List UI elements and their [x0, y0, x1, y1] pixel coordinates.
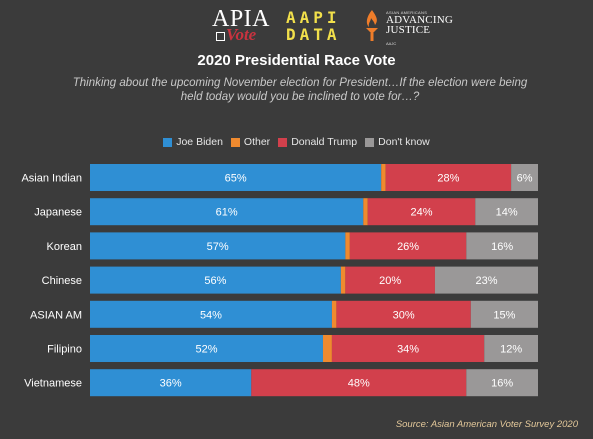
- bar-segment: [90, 232, 346, 260]
- bar-segment: [336, 300, 471, 328]
- bar-segment: [251, 369, 467, 397]
- data-label: 54%: [200, 309, 222, 321]
- category-label: Asian Indian: [21, 173, 82, 185]
- data-label: 14%: [496, 207, 518, 219]
- bar-segment: [381, 164, 386, 191]
- aaj-logo-name: ADVANCING JUSTICE: [386, 14, 453, 36]
- bar-segment: [363, 198, 368, 226]
- bar-segment: [470, 300, 538, 328]
- bar-segment: [484, 335, 538, 362]
- legend-label: Joe Biden: [176, 136, 223, 148]
- data-label: 20%: [379, 275, 401, 287]
- bar-row: Chinese 56% 20% 23%: [42, 266, 538, 294]
- legend-item: Joe Biden: [163, 136, 223, 148]
- data-label: 28%: [437, 173, 459, 185]
- data-label: 24%: [411, 207, 433, 219]
- bar-segment: [349, 232, 467, 260]
- data-label: 23%: [475, 275, 497, 287]
- bar-row: Korean 57% 26% 16%: [47, 232, 538, 260]
- legend-item: Don't know: [365, 136, 430, 148]
- bar-segment: [345, 232, 350, 260]
- data-label: 26%: [397, 241, 419, 253]
- data-label: 16%: [491, 378, 513, 390]
- bar-segment: [434, 266, 538, 294]
- data-label: 12%: [500, 344, 522, 356]
- chart-subtitle: Thinking about the upcoming November ele…: [72, 77, 528, 103]
- legend-label: Don't know: [378, 136, 430, 148]
- bar-segment: [90, 266, 341, 294]
- aaj-logo-small-text: ASIAN AMERICANS: [386, 10, 428, 15]
- bar-segment: [90, 300, 332, 328]
- bar-segment: [331, 335, 485, 362]
- category-label: Chinese: [42, 275, 82, 287]
- bar-segment: [340, 266, 346, 294]
- bar-row: Vietnamese 36% 48% 16%: [24, 369, 538, 397]
- category-label: Korean: [47, 241, 82, 253]
- category-label: Japanese: [34, 207, 82, 219]
- source-note: Source: Asian American Voter Survey 2020: [395, 419, 578, 430]
- aaj-logo: ASIAN AMERICANS ADVANCING JUSTICE AAJC: [362, 6, 472, 48]
- apia-vote-logo: APIA Vote: [212, 6, 272, 44]
- bar-segment: [385, 164, 512, 191]
- legend-label: Other: [243, 136, 271, 148]
- legend-item: Donald Trump: [278, 136, 357, 148]
- bar-segment: [322, 335, 332, 362]
- legend-label: Donald Trump: [291, 136, 358, 148]
- legend-swatch: [230, 137, 240, 147]
- data-label: 34%: [397, 344, 419, 356]
- legend-swatch: [278, 137, 288, 147]
- bar-segment: [90, 369, 252, 397]
- bar-segment: [466, 369, 538, 397]
- data-label: 30%: [393, 309, 415, 321]
- data-label: 57%: [207, 241, 229, 253]
- bar-segment: [367, 198, 476, 226]
- bar-segment: [331, 300, 337, 328]
- bar-row: Japanese 61% 24% 14%: [34, 198, 538, 226]
- category-label: Vietnamese: [24, 378, 82, 390]
- data-label: 36%: [160, 378, 182, 390]
- aapi-logo-line1: AAPI: [286, 8, 341, 27]
- data-label: 56%: [204, 275, 226, 287]
- legend-item: Other: [230, 136, 271, 148]
- bar-segment: [90, 198, 364, 226]
- aapi-data-logo: AAPI DATA: [286, 9, 352, 45]
- bar-segment: [90, 164, 382, 191]
- bar-segment: [345, 266, 435, 294]
- data-label: 6%: [517, 173, 533, 185]
- data-label: 16%: [491, 241, 513, 253]
- bar-row: Asian Indian 65% 28% 6%: [21, 164, 538, 191]
- data-label: 65%: [225, 173, 247, 185]
- legend-swatch: [163, 137, 173, 147]
- chart-title: 2020 Presidential Race Vote: [197, 52, 396, 69]
- logo-strip: APIA Vote AAPI DATA ASIAN AMERICANS ADVA…: [0, 0, 593, 52]
- data-label: 52%: [195, 344, 217, 356]
- checkbox-mark-icon: [216, 32, 225, 41]
- torch-flame-icon: [366, 10, 378, 41]
- vote-logo-text: Vote: [226, 25, 257, 44]
- apia-logo-text: APIA: [212, 6, 271, 32]
- chart-legend: Joe Biden Other Donald Trump Don't know: [0, 136, 593, 148]
- aaj-logo-line1: ADVANCING: [386, 14, 453, 26]
- bar-segment: [466, 232, 538, 260]
- bar-row: Filipino 52% 34% 12%: [47, 335, 538, 362]
- bar-row: ASIAN AM 54% 30% 15%: [30, 300, 538, 328]
- bar-segment: [90, 335, 323, 362]
- aapi-logo-line2: DATA: [286, 25, 341, 44]
- category-label: ASIAN AM: [30, 309, 82, 321]
- data-label: 15%: [493, 309, 515, 321]
- data-label: 61%: [216, 207, 238, 219]
- bar-segment: [475, 198, 538, 226]
- bar-segment: [511, 164, 538, 191]
- data-label: 48%: [348, 378, 370, 390]
- legend-swatch: [365, 137, 375, 147]
- category-label: Filipino: [47, 344, 82, 356]
- aaj-logo-tiny-text: AAJC: [386, 41, 397, 46]
- aaj-logo-line2: JUSTICE: [386, 24, 431, 36]
